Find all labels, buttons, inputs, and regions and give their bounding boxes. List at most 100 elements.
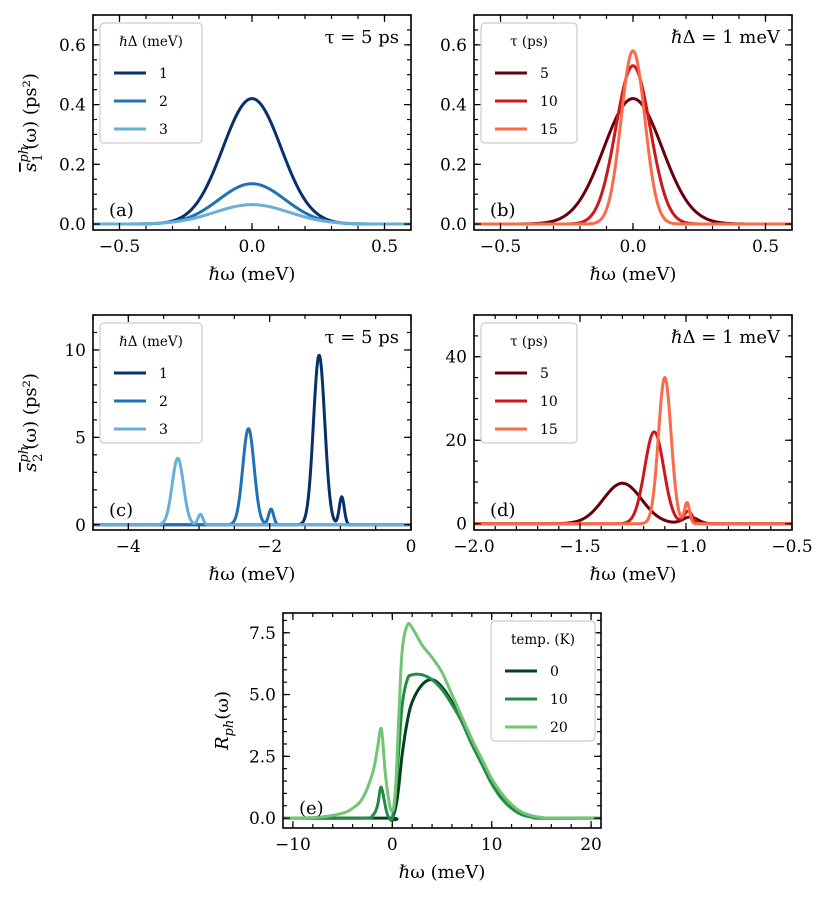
ticks	[92, 314, 412, 530]
legend-entry-10: 10	[550, 692, 568, 708]
legend-entry-20: 20	[550, 720, 568, 736]
series-group	[283, 621, 601, 822]
panel-d: −2.0 −1.5 −1.0 −0.5 0 20 40 ℏω (meV) (d) ℏΔ = 1 m…	[445, 314, 813, 585]
legend-box	[480, 22, 578, 144]
panel-label: (b)	[490, 200, 516, 221]
legend: ℏΔ (meV) 1 2 3	[99, 22, 203, 144]
y-tick-label: 0.0	[249, 809, 276, 829]
series-line-3	[93, 203, 411, 226]
x-tick-label: 0	[387, 835, 398, 855]
panel-label: (d)	[490, 500, 516, 521]
plot-frame	[92, 314, 412, 531]
svg-text:Rph(ω): Rph(ω)	[212, 691, 237, 751]
x-axis-label: ℏω (meV)	[399, 862, 486, 883]
legend-box	[99, 22, 203, 144]
legend: ℏΔ (meV) 1 2 3	[99, 322, 203, 444]
legend: temp. (K) 0 10 20	[490, 620, 596, 742]
x-axis-label: ℏω (meV)	[209, 564, 296, 585]
x-tick-label: −4	[116, 537, 141, 557]
series-line-15	[474, 376, 792, 526]
x-tick-label: −1.0	[665, 537, 706, 557]
legend-entry-10: 10	[540, 94, 558, 110]
legend: τ (ps) 5 10 15	[480, 322, 578, 444]
ticks	[92, 14, 412, 230]
series-group	[474, 49, 792, 226]
series-line-10	[283, 672, 601, 822]
y-tick-label: 0.6	[440, 36, 467, 56]
y-tick-label: 10	[64, 341, 86, 361]
legend-entry-2: 2	[159, 94, 168, 110]
ticks	[473, 314, 793, 530]
legend-entry-3: 3	[159, 422, 168, 438]
y-tick-label: 0	[75, 516, 86, 536]
legend-title: temp. (K)	[511, 632, 575, 648]
x-tick-label: 0.5	[752, 237, 779, 257]
annotation: ℏΔ = 1 meV	[671, 327, 781, 348]
series-line-3	[93, 456, 411, 527]
x-axis-label: ℏω (meV)	[590, 264, 677, 285]
series-line-10	[474, 430, 792, 526]
y-axis-label: Rph(ω)	[212, 691, 237, 751]
y-tick-label: 0.0	[440, 215, 467, 235]
x-tick-label: −2.0	[453, 537, 494, 557]
y-tick-label: 5	[75, 428, 86, 448]
plot-frame	[282, 612, 602, 829]
ticks	[473, 14, 793, 230]
annotation: τ = 5 ps	[325, 327, 399, 348]
y-tick-label: 0.6	[59, 36, 86, 56]
y-tick-label: 40	[445, 348, 467, 368]
x-tick-label: −0.5	[99, 237, 140, 257]
x-tick-label: −10	[275, 835, 311, 855]
panel-label: (e)	[299, 798, 324, 819]
ticks	[283, 613, 601, 828]
y-tick-label: 20	[445, 431, 467, 451]
y-tick-label: 0	[456, 515, 467, 535]
legend-entry-15: 15	[540, 122, 558, 138]
legend-entry-1: 1	[159, 66, 168, 82]
x-tick-label: −2	[257, 537, 282, 557]
y-tick-label: 5.0	[249, 686, 276, 706]
y-axis-label: sph2(ω) (ps²)	[17, 373, 46, 472]
y-tick-label: 0.2	[59, 155, 86, 175]
legend-entry-5: 5	[540, 66, 549, 82]
x-tick-label: 0	[406, 537, 417, 557]
plot-frame	[473, 314, 793, 531]
legend-title: ℏΔ (meV)	[119, 34, 183, 50]
legend-title: τ (ps)	[510, 34, 548, 50]
x-tick-label: 10	[481, 835, 503, 855]
svg-text:sph1(ω) (ps²): sph1(ω) (ps²)	[17, 73, 46, 172]
legend-title: ℏΔ (meV)	[119, 334, 183, 350]
x-tick-label: 0.5	[371, 237, 398, 257]
series-line-20	[283, 621, 601, 820]
x-tick-label: −0.5	[480, 237, 521, 257]
annotation: ℏΔ = 1 meV	[671, 27, 781, 48]
y-tick-label: 0.4	[59, 96, 86, 116]
x-tick-label: 0.0	[619, 237, 646, 257]
legend-entry-1: 1	[159, 366, 168, 382]
x-tick-label: 0.0	[238, 237, 265, 257]
series-line-15	[474, 49, 792, 226]
legend-entry-0: 0	[550, 664, 559, 680]
panel-label: (a)	[109, 200, 134, 221]
y-axis-label: sph1(ω) (ps²)	[17, 73, 46, 172]
legend-entry-2: 2	[159, 394, 168, 410]
y-tick-label: 0.2	[440, 155, 467, 175]
x-tick-label: 20	[580, 835, 602, 855]
legend: τ (ps) 5 10 15	[480, 22, 578, 144]
legend-box	[490, 620, 596, 742]
panel-label: (c)	[109, 500, 133, 521]
x-axis-label: ℏω (meV)	[209, 264, 296, 285]
series-group	[93, 97, 411, 226]
panel-c: −4 −2 0 0 5 10 ℏω (meV) sph2(ω) (ps²) (c) τ = 5 p…	[17, 314, 417, 585]
legend-entry-10: 10	[540, 394, 558, 410]
panel-e: −10 0 10 20 0.0 2.5 5.0 7.5 ℏω (meV) Rph(ω) (e) tem…	[212, 612, 602, 883]
panel-a: −0.5 0.0 0.5 0.0 0.2 0.4 0.6 ℏω (meV) sph1(ω) (p…	[17, 14, 412, 285]
x-tick-label: −0.5	[771, 537, 812, 557]
legend-entry-3: 3	[159, 122, 168, 138]
annotation: τ = 5 ps	[325, 27, 399, 48]
x-axis-label: ℏω (meV)	[590, 564, 677, 585]
legend-entry-5: 5	[540, 366, 549, 382]
y-tick-label: 0.4	[440, 96, 467, 116]
series-group	[93, 353, 411, 527]
